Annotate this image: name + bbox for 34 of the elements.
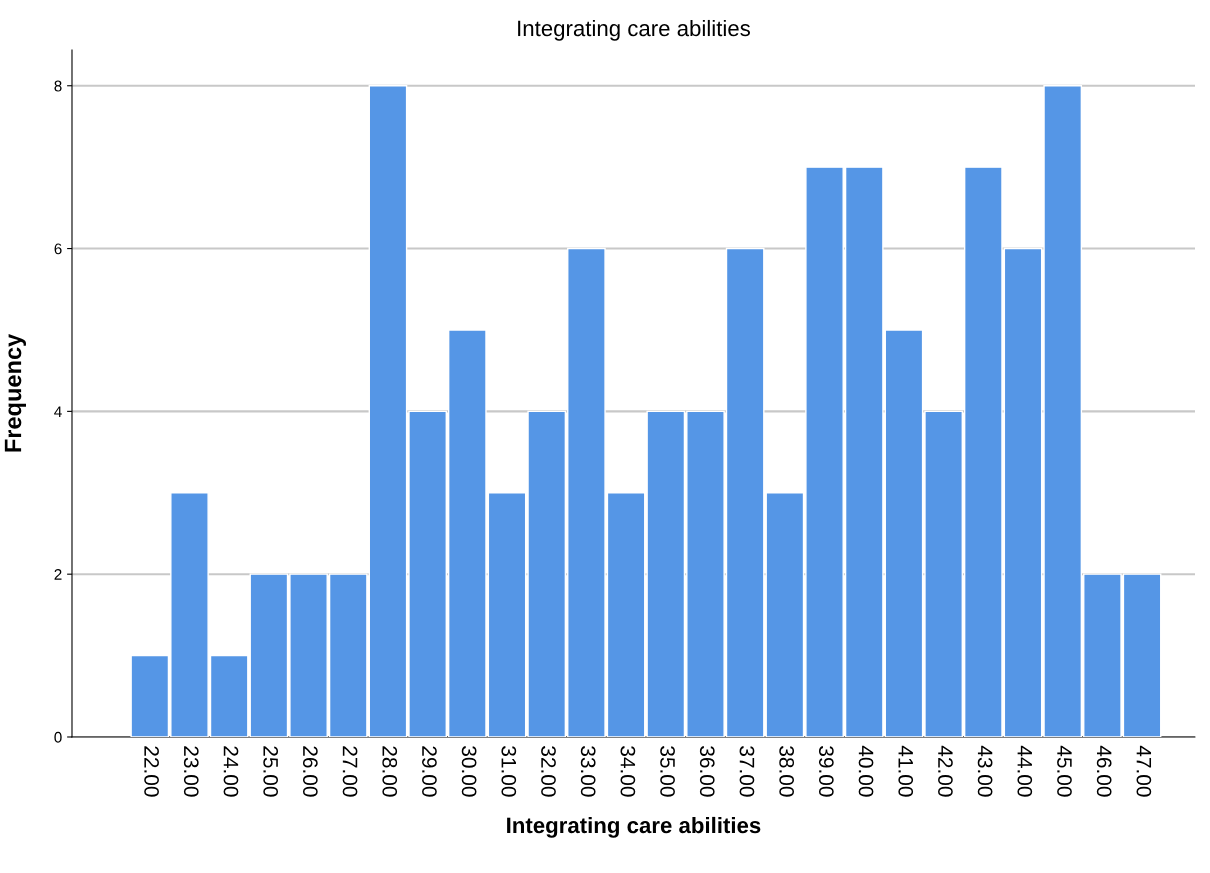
x-tick-label: 30.00 xyxy=(461,746,477,797)
x-tick-label: 28.00 xyxy=(382,746,398,797)
y-tick-label: 2 xyxy=(54,569,62,580)
y-tick-label: 6 xyxy=(54,243,62,255)
x-tick-label: 36.00 xyxy=(699,746,715,797)
x-tick-label: 23.00 xyxy=(183,746,199,797)
x-tick-label: 46.00 xyxy=(1096,745,1112,797)
x-tick-label: 25.00 xyxy=(263,746,279,797)
y-tick-label: 4 xyxy=(54,406,62,417)
x-tick-label: 38.00 xyxy=(779,746,795,797)
y-axis-title: Frequency xyxy=(4,333,26,452)
x-tick-label: 29.00 xyxy=(422,746,437,797)
chart-title: Integrating care abilities xyxy=(518,19,750,41)
x-tick-label: 32.00 xyxy=(541,746,556,797)
x-tick-label: 34.00 xyxy=(620,746,636,797)
x-tick-label: 22.00 xyxy=(144,746,159,797)
x-tick-label: 24.00 xyxy=(223,746,239,797)
y-tick-label: 0 xyxy=(54,731,62,743)
x-tick-label: 42.00 xyxy=(938,745,953,797)
x-tick-label: 43.00 xyxy=(977,745,993,797)
x-tick-label: 47.00 xyxy=(1136,745,1152,797)
x-tick-label: 26.00 xyxy=(302,746,318,797)
x-tick-label: 44.00 xyxy=(1017,745,1033,797)
x-tick-label: 40.00 xyxy=(858,745,874,797)
x-tick-label: 31.00 xyxy=(501,746,517,797)
x-tick-label: 33.00 xyxy=(580,746,596,797)
x-tick-label: 27.00 xyxy=(342,746,358,797)
x-tick-label: 35.00 xyxy=(660,746,675,797)
x-tick-label: 39.00 xyxy=(818,746,834,797)
x-tick-label: 37.00 xyxy=(739,746,755,797)
x-axis-title: Integrating care abilities xyxy=(507,816,761,838)
y-tick-label: 8 xyxy=(54,80,62,92)
x-tick-label: 41.00 xyxy=(898,745,914,797)
x-tick-label: 45.00 xyxy=(1057,745,1072,797)
